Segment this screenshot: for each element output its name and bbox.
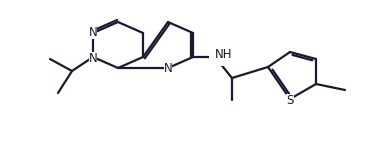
- Text: NH: NH: [215, 48, 233, 60]
- Text: N: N: [89, 26, 98, 39]
- Text: S: S: [286, 93, 294, 106]
- Text: N: N: [89, 51, 98, 64]
- Text: N: N: [164, 63, 172, 75]
